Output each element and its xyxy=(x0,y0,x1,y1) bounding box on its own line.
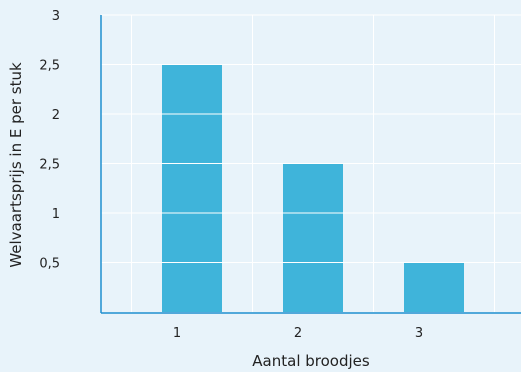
y-tick-labels: 0,5 1 2,5 2 2,5 3 xyxy=(39,9,60,272)
bars xyxy=(101,14,521,312)
y-tick-label: 2,5 xyxy=(39,59,60,74)
y-tick-label: 0,5 xyxy=(39,257,60,272)
x-tick-label: 3 xyxy=(415,326,423,341)
y-tick-label: 3 xyxy=(52,9,60,24)
y-tick-label: 2 xyxy=(52,108,60,123)
axes xyxy=(100,15,521,314)
x-tick-labels: 1 2 3 xyxy=(173,326,423,341)
bar-1 xyxy=(162,64,222,312)
bar-2 xyxy=(283,163,343,312)
x-tick-label: 2 xyxy=(294,326,302,341)
x-axis-title: Aantal broodjes xyxy=(252,352,370,370)
y-tick-label: 1 xyxy=(52,207,60,222)
bar-3 xyxy=(404,262,464,312)
x-tick-label: 1 xyxy=(173,326,181,341)
y-axis-title: Welvaartsprijs in E per stuk xyxy=(7,62,25,268)
y-tick-label: 2,5 xyxy=(39,158,60,173)
